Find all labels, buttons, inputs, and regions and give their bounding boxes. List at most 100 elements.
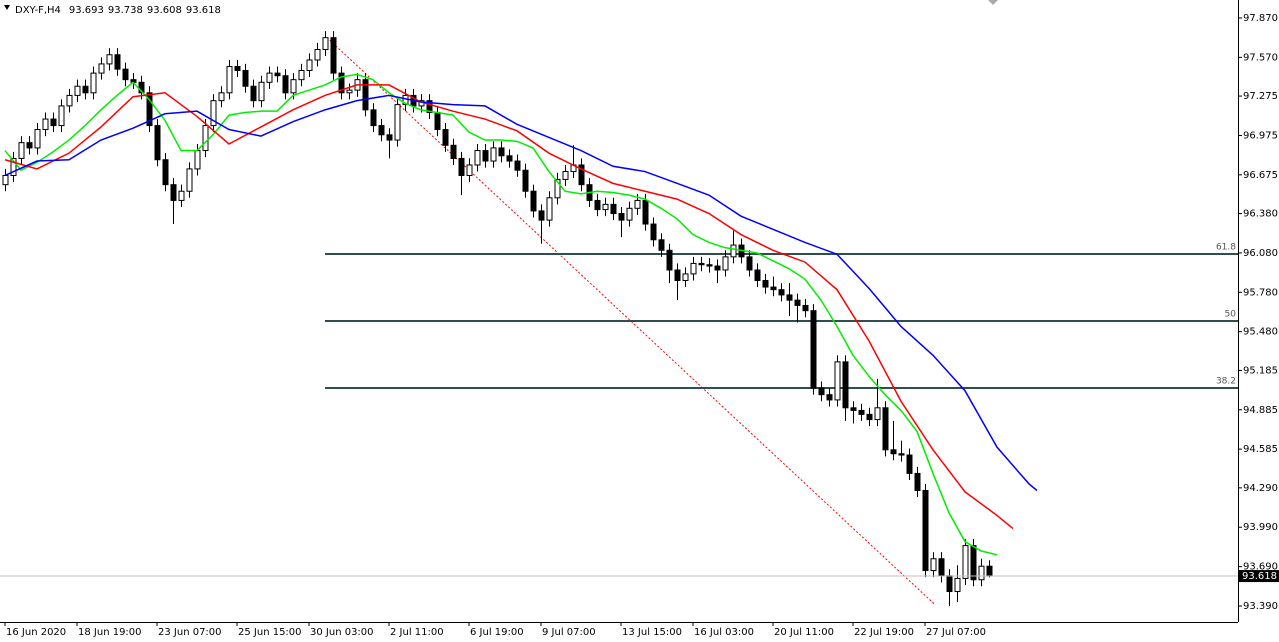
candle-body [242, 69, 249, 87]
candle-body [602, 203, 609, 211]
candle-body [450, 144, 457, 159]
x-tick-label: 23 Jun 07:00 [158, 627, 222, 638]
y-tick-label: 94.885 [1243, 405, 1278, 416]
candle-body [266, 72, 273, 83]
close: 93.618 [186, 5, 221, 16]
candle-body [666, 249, 673, 271]
candle-body [986, 565, 993, 577]
candle-body [554, 178, 561, 199]
candle-body [250, 85, 257, 102]
candle-body [18, 142, 25, 159]
y-tick-label: 95.185 [1243, 365, 1278, 376]
candle-body [618, 213, 625, 221]
candle-body [122, 68, 129, 81]
candle-body [186, 168, 193, 192]
candle-body [530, 190, 537, 212]
candle-body [522, 169, 529, 192]
x-tick-label: 16 Jun 2020 [6, 627, 66, 638]
candle-body [946, 575, 953, 593]
y-tick-label: 97.570 [1243, 52, 1278, 63]
candle-body [306, 59, 313, 71]
candle-body [650, 223, 657, 241]
candle-body [746, 256, 753, 271]
x-tick-label: 9 Jul 07:00 [542, 627, 596, 638]
last-price-label: 93.618 [1242, 571, 1277, 582]
candle-body [802, 304, 809, 312]
candle-body [346, 89, 353, 94]
candle-body [234, 66, 241, 71]
y-tick-label: 96.380 [1243, 209, 1278, 220]
fib-level-label: 50 [1225, 310, 1237, 320]
candle-body [26, 142, 33, 149]
y-tick-label: 97.275 [1243, 91, 1278, 102]
y-tick-label: 96.975 [1243, 130, 1278, 141]
candle-body [322, 37, 329, 50]
y-tick-label: 93.390 [1243, 601, 1278, 612]
candle-body [810, 310, 817, 389]
x-tick-label: 22 Jul 19:00 [854, 627, 914, 638]
candle-body [162, 159, 169, 186]
candle-body [74, 85, 81, 96]
candle-body [610, 203, 617, 215]
candle-body [170, 184, 177, 201]
trendline [329, 39, 936, 606]
candle-body [562, 171, 569, 180]
candle-body [434, 111, 441, 131]
symbol: DXY-F,H4 [15, 5, 61, 16]
candle-body [394, 104, 401, 141]
open: 93.693 [69, 5, 104, 16]
candle-body [690, 262, 697, 275]
candle-body [82, 85, 89, 94]
candle-body [106, 54, 113, 65]
x-tick-label: 27 Jul 07:00 [926, 627, 986, 638]
candle-body [634, 199, 641, 209]
candle-body [850, 407, 857, 411]
candle-body [138, 81, 145, 94]
y-tick-label: 93.690 [1243, 562, 1278, 573]
candle-body [930, 558, 937, 572]
y-tick-label: 95.780 [1243, 287, 1278, 298]
candle-body [490, 147, 497, 162]
shift-marker [988, 0, 998, 5]
candle-body [362, 79, 369, 111]
y-tick-label: 93.990 [1243, 522, 1278, 533]
candle-body [906, 454, 913, 474]
candle-body [58, 105, 65, 127]
candle-body [890, 449, 897, 455]
candle-body [290, 79, 297, 94]
x-tick-label: 30 Jun 03:00 [310, 627, 374, 638]
candle-body [202, 125, 209, 152]
plot-area: 61.8 50 38.2 [0, 31, 1238, 606]
candle-body [762, 279, 769, 288]
candle-body [178, 190, 185, 201]
candle-body [954, 577, 961, 593]
y-tick-label: 95.480 [1243, 327, 1278, 338]
candle-body [146, 92, 153, 127]
candle-body [282, 75, 289, 94]
x-tick-label: 18 Jun 19:00 [78, 627, 142, 638]
candle-body [698, 262, 705, 266]
high: 93.738 [108, 5, 143, 16]
moving-average [4, 84, 1014, 530]
candle-body [378, 125, 385, 136]
y-tick-label: 96.675 [1243, 170, 1278, 181]
candle-body [218, 92, 225, 102]
x-tick-label: 20 Jul 11:00 [774, 627, 834, 638]
candle-body [2, 174, 9, 186]
fib-level-label: 38.2 [1216, 376, 1236, 386]
menu-arrow[interactable] [4, 5, 10, 10]
candle-body [682, 273, 689, 281]
candle-body [90, 72, 97, 94]
candle-body [882, 407, 889, 451]
candle-body [834, 361, 841, 401]
fib-level-label: 61.8 [1216, 242, 1236, 252]
candle-body [754, 269, 761, 281]
candle-body [914, 472, 921, 491]
candle-body [314, 48, 321, 61]
last-price-box [1239, 570, 1279, 583]
candle-body [714, 265, 721, 271]
candle-body [274, 72, 281, 77]
y-tick-label: 96.080 [1243, 248, 1278, 259]
